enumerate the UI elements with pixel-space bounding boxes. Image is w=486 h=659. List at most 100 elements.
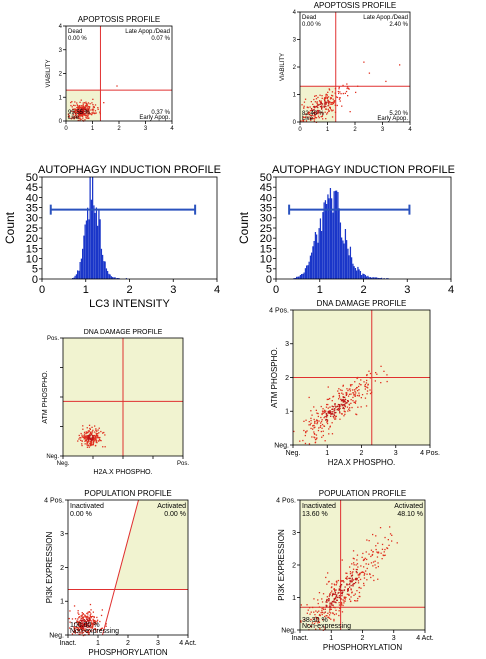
scatter-point [73, 605, 76, 607]
scatter-point [333, 601, 335, 603]
scatter-point [104, 446, 106, 448]
scatter-point [88, 622, 90, 625]
scatter-point [86, 444, 88, 446]
scatter-point [382, 554, 384, 556]
scatter-point [326, 596, 328, 598]
scatter-point [346, 578, 348, 580]
scatter-point [312, 103, 314, 105]
scatter-point [83, 431, 86, 433]
scatter-point [377, 552, 379, 554]
scatter-point [338, 610, 340, 612]
scatter-point [308, 421, 310, 423]
quadrant-label: Non-expressing [70, 628, 119, 635]
scatter-point [92, 108, 95, 110]
scatter-point [315, 438, 318, 440]
scatter-point [321, 436, 323, 438]
scatter-point [339, 589, 341, 591]
scatter-point [81, 108, 84, 110]
scatter-point [74, 622, 76, 625]
scatter-point [314, 433, 316, 435]
scatter-point [334, 593, 336, 595]
scatter-point [77, 119, 79, 122]
scatter-point [83, 435, 85, 437]
scatter-point [335, 613, 337, 615]
scatter-point [321, 106, 323, 108]
scatter-point [75, 110, 77, 112]
scatter-point [318, 606, 321, 608]
scatter-point [317, 115, 320, 117]
scatter-point [71, 101, 73, 103]
scatter-point [318, 420, 320, 422]
scatter-point [317, 415, 319, 418]
scatter-point [82, 117, 84, 119]
scatter-point [79, 623, 81, 625]
scatter-point [87, 444, 89, 446]
scatter-point [83, 616, 85, 618]
scatter-point [329, 608, 331, 610]
scatter-point [317, 96, 319, 99]
scatter-point [87, 114, 89, 117]
scatter-point [300, 604, 302, 606]
scatter-point [85, 101, 87, 103]
scatter-point [328, 614, 331, 616]
scatter-point [75, 627, 77, 629]
scatter-point [95, 622, 97, 624]
scatter-point [377, 578, 379, 580]
quadrant-value: 0.00 % [302, 22, 321, 28]
scatter-point [80, 619, 82, 621]
scatter-point [331, 422, 333, 424]
scatter-point [72, 111, 74, 113]
scatter-point [342, 393, 344, 395]
scatter-point [325, 96, 327, 98]
scatter-point [91, 109, 93, 111]
scatter-point [328, 428, 330, 430]
scatter-point [351, 579, 353, 581]
scatter-point [95, 429, 97, 431]
scatter-point [80, 432, 82, 435]
scatter-point [355, 581, 357, 584]
scatter-point [347, 590, 349, 592]
scatter-point [360, 397, 362, 399]
scatter-point [329, 101, 331, 103]
scatter-point [70, 110, 72, 112]
scatter-point [91, 112, 93, 114]
y-tick-label: 20 [26, 233, 38, 245]
scatter-point [333, 412, 336, 414]
scatter-point [96, 437, 98, 439]
scatter-point [74, 111, 76, 113]
scatter-point [338, 602, 340, 604]
scatter-point [74, 115, 76, 118]
scatter-point [331, 94, 333, 97]
scatter-point [84, 620, 86, 622]
scatter-point [94, 435, 96, 437]
scatter-point [312, 606, 314, 609]
scatter-point [78, 617, 80, 619]
histogram-bar [387, 278, 389, 279]
scatter-point [89, 615, 92, 618]
histogram-bar [307, 265, 309, 279]
scatter-point [330, 586, 333, 589]
scatter-point [314, 95, 316, 97]
scatter-point [89, 440, 91, 442]
x-tick-label: 1 [96, 640, 100, 647]
scatter-point [72, 631, 75, 633]
scatter-point [350, 385, 352, 387]
scatter-point [78, 115, 80, 117]
scatter-point [332, 592, 334, 595]
scatter-point [74, 631, 76, 633]
x-tick-label: 2 [360, 284, 366, 296]
scatter-point [89, 617, 91, 619]
scatter-point [70, 104, 72, 107]
histogram-bar [110, 276, 113, 279]
scatter-point [313, 611, 315, 613]
scatter-point [87, 441, 89, 443]
scatter-point [94, 112, 96, 115]
scatter-point [84, 624, 86, 626]
scatter-point [116, 85, 118, 87]
scatter-point [89, 614, 91, 616]
scatter-point [321, 107, 323, 109]
scatter-point [87, 115, 89, 118]
scatter-point [357, 376, 359, 379]
scatter-point [343, 581, 345, 583]
scatter-point [356, 563, 359, 565]
